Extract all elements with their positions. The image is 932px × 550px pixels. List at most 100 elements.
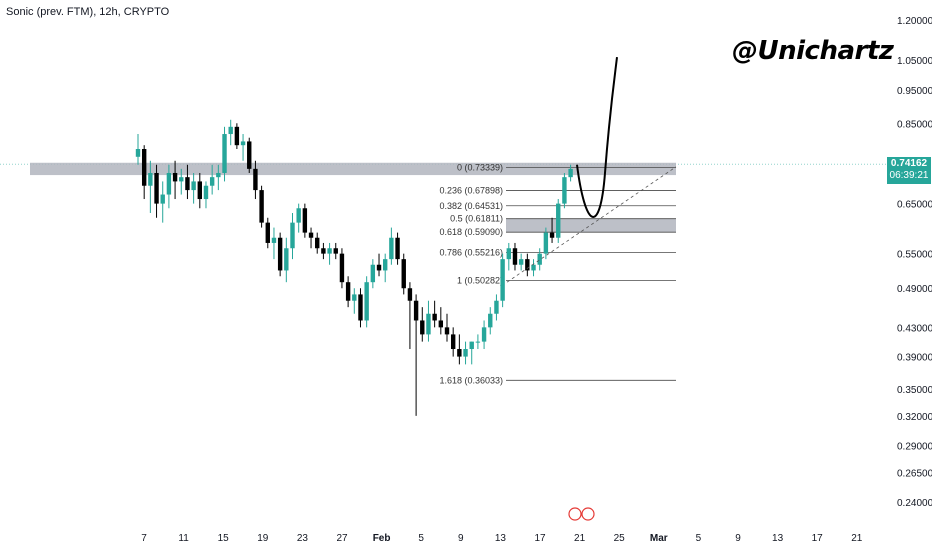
candle-body	[450, 334, 456, 350]
candle-body	[203, 185, 209, 200]
candle-body	[376, 264, 382, 271]
x-tick-label: Feb	[373, 533, 391, 544]
candle-body	[488, 313, 493, 328]
candle-body	[457, 349, 462, 357]
candle-body	[364, 282, 369, 321]
countdown-label: 06:39:21	[889, 170, 929, 181]
candle-body	[216, 172, 221, 178]
candle-body	[506, 248, 511, 260]
candle-body	[148, 172, 153, 186]
x-tick-label: 13	[772, 533, 784, 544]
candle-body	[438, 320, 444, 328]
candle-body	[284, 248, 289, 271]
y-tick-label: 0.55000	[897, 250, 932, 261]
candle-body	[401, 259, 406, 289]
fib-level-label: 0.5 (0.61811)	[450, 214, 503, 224]
candle-body	[265, 222, 270, 243]
y-tick-label: 0.39000	[897, 353, 932, 364]
candle-body	[191, 181, 196, 191]
x-tick-label: 25	[614, 533, 626, 544]
candle-body	[345, 282, 351, 301]
fib-golden-zone	[506, 218, 676, 233]
symbol-title: Sonic (prev. FTM), 12h, CRYPTO	[6, 6, 170, 18]
candle-body	[271, 237, 277, 243]
candle-body	[222, 134, 227, 173]
candle-body	[543, 232, 549, 254]
candle-body	[358, 294, 363, 321]
x-tick-label: 9	[735, 533, 741, 544]
candle-body	[500, 259, 505, 301]
candle-body	[333, 248, 338, 254]
x-tick-label: 5	[696, 533, 702, 544]
fib-level-label: 0.382 (0.64531)	[439, 201, 503, 211]
candle-body	[389, 237, 394, 260]
candle-body	[352, 294, 357, 301]
candle-body	[432, 313, 437, 321]
watermark-text: @Unichartz	[732, 36, 894, 66]
fib-level-label: 0 (0.73339)	[457, 162, 503, 172]
candle-body	[413, 300, 419, 321]
candle-body	[197, 181, 202, 200]
current-price-badge: 0.74162 06:39:21	[887, 157, 931, 184]
candle-body	[444, 327, 450, 335]
x-tick-label: 15	[218, 533, 230, 544]
fib-level-label: 1.618 (0.36033)	[439, 375, 503, 385]
y-tick-label: 0.35000	[897, 385, 932, 396]
y-tick-label: 0.85000	[897, 119, 932, 130]
candle-body	[234, 126, 240, 146]
y-tick-label: 0.24000	[897, 498, 932, 509]
x-tick-label: Mar	[650, 533, 668, 544]
y-tick-label: 0.26500	[897, 468, 932, 479]
candle-body	[549, 232, 555, 238]
candle-body	[525, 259, 530, 271]
candle-body	[240, 141, 246, 146]
candle-body	[481, 327, 487, 342]
y-tick-label: 0.32000	[897, 412, 932, 423]
fib-level-label: 1 (0.50282)	[457, 276, 503, 286]
candle-body	[135, 149, 141, 157]
candle-body	[475, 341, 481, 343]
candle-body	[383, 259, 388, 271]
x-tick-label: 17	[812, 533, 824, 544]
support-trendline	[506, 166, 677, 283]
candle-body	[166, 172, 172, 195]
candle-body	[568, 168, 573, 178]
candle-body	[290, 222, 295, 249]
candle-body	[209, 177, 215, 186]
y-tick-label: 1.05000	[897, 56, 932, 67]
x-tick-label: 7	[141, 533, 147, 544]
fib-level-label: 0.618 (0.59090)	[439, 227, 503, 237]
x-tick-label: 5	[418, 533, 424, 544]
fib-level-label: 0.786 (0.55216)	[439, 247, 503, 257]
candle-body	[296, 208, 301, 223]
candle-body	[327, 248, 332, 254]
current-price-label: 0.74162	[890, 158, 928, 169]
x-tick-label: 27	[336, 533, 348, 544]
projection-curve	[576, 57, 618, 218]
x-tick-label: 13	[495, 533, 507, 544]
candle-body	[154, 172, 159, 204]
candle-body	[463, 349, 468, 357]
event-flash-icon	[568, 507, 582, 521]
resistance-zone	[30, 162, 676, 176]
fib-level-label: 0.236 (0.67898)	[439, 186, 503, 196]
x-tick-label: 11	[178, 533, 189, 544]
event-flag-icon	[581, 507, 595, 521]
y-tick-label: 0.49000	[897, 284, 932, 295]
x-tick-label: 17	[534, 533, 546, 544]
x-tick-label: 19	[257, 533, 269, 544]
candle-body	[420, 320, 425, 335]
x-tick-label: 23	[297, 533, 309, 544]
candle-body	[172, 172, 178, 182]
y-tick-label: 0.29000	[897, 441, 932, 452]
candle-body	[531, 264, 536, 271]
candle-body	[494, 300, 499, 314]
y-tick-label: 0.65000	[897, 200, 932, 211]
candle-body	[562, 177, 567, 204]
candle-body	[426, 313, 431, 335]
candle-body	[228, 126, 233, 135]
candle-body	[160, 194, 165, 204]
y-tick-label: 0.95000	[897, 86, 932, 97]
candle-body	[537, 253, 542, 265]
